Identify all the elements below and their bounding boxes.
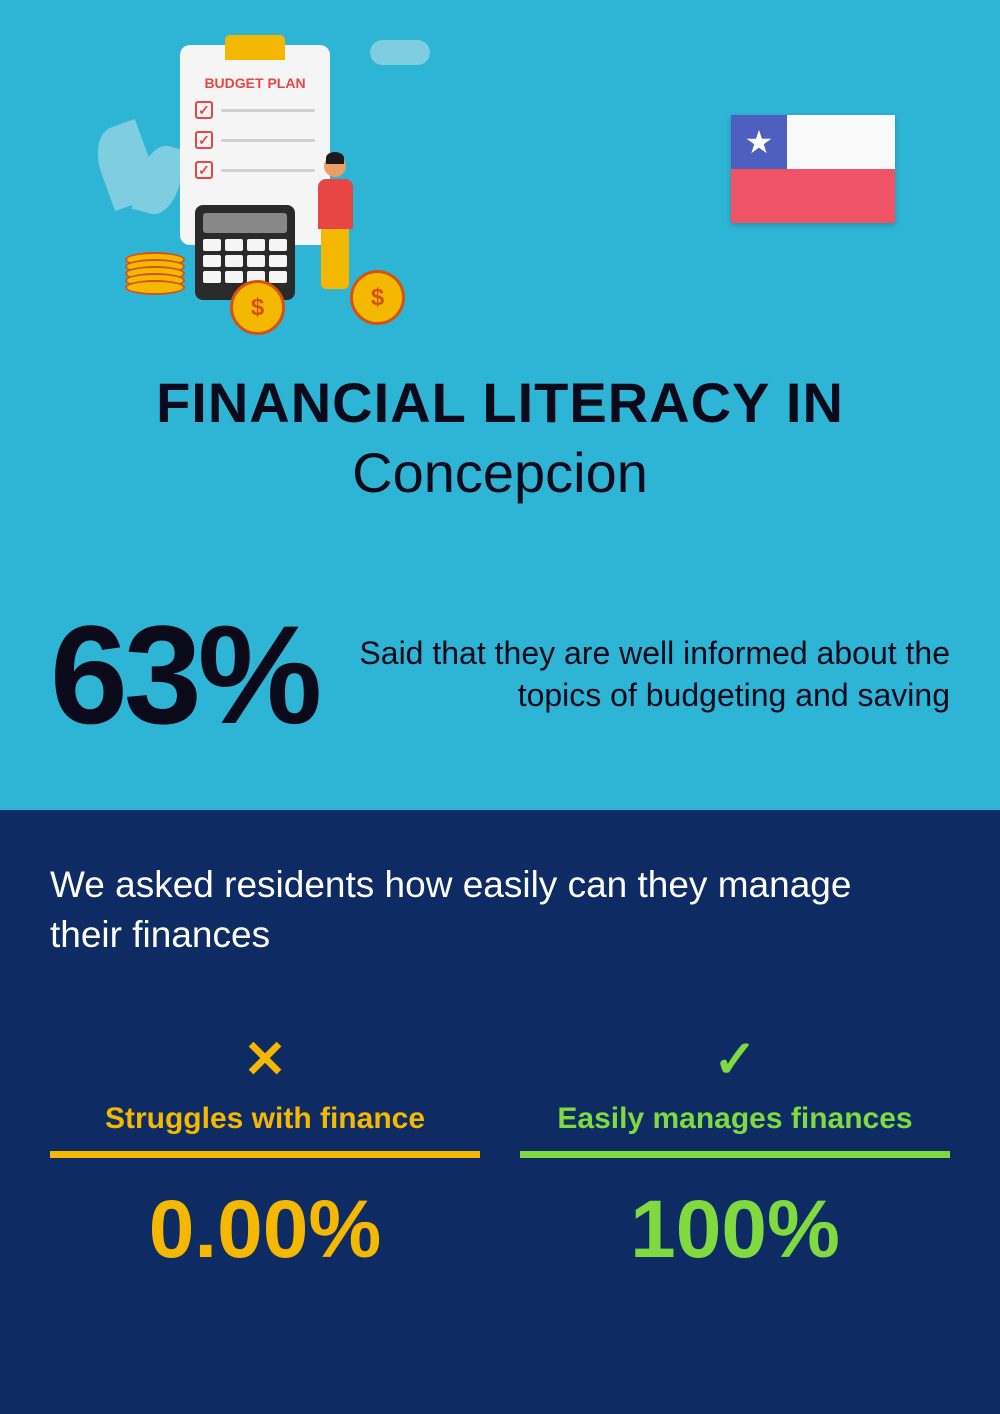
chile-flag: ★: [731, 115, 895, 223]
coin-icon: $: [230, 280, 285, 335]
budget-plan-label: BUDGET PLAN: [195, 75, 315, 91]
struggles-label: Struggles with finance: [50, 1102, 480, 1136]
flag-star: ★: [731, 115, 787, 169]
divider: [520, 1151, 950, 1158]
struggles-value: 0.00%: [50, 1183, 480, 1277]
check-icon: ✓: [520, 1030, 950, 1090]
title-location: Concepcion: [50, 440, 950, 505]
bottom-section: We asked residents how easily can they m…: [0, 810, 1000, 1414]
main-stat-description: Said that they are well informed about t…: [348, 633, 950, 716]
cloud-decoration: [370, 40, 430, 65]
easy-label: Easily manages finances: [520, 1102, 950, 1136]
x-icon: ✕: [50, 1030, 480, 1090]
title-main: FINANCIAL LITERACY IN: [50, 370, 950, 435]
main-stat: 63% Said that they are well informed abo…: [50, 605, 950, 745]
header-graphics: BUDGET PLAN ✓ ✓ ✓: [50, 30, 950, 330]
main-percentage: 63%: [50, 605, 318, 745]
person-graphic: [310, 155, 360, 295]
title-section: FINANCIAL LITERACY IN Concepcion: [50, 370, 950, 505]
easy-item: ✓ Easily manages finances 100%: [520, 1030, 950, 1277]
divider: [50, 1151, 480, 1158]
easy-value: 100%: [520, 1183, 950, 1277]
budget-illustration: BUDGET PLAN ✓ ✓ ✓: [50, 30, 390, 320]
top-section: BUDGET PLAN ✓ ✓ ✓: [0, 0, 1000, 810]
comparison-section: ✕ Struggles with finance 0.00% ✓ Easily …: [50, 1030, 950, 1277]
struggles-item: ✕ Struggles with finance 0.00%: [50, 1030, 480, 1277]
coins-stack: [125, 225, 200, 295]
infographic-container: BUDGET PLAN ✓ ✓ ✓: [0, 0, 1000, 1414]
question-text: We asked residents how easily can they m…: [50, 860, 870, 960]
